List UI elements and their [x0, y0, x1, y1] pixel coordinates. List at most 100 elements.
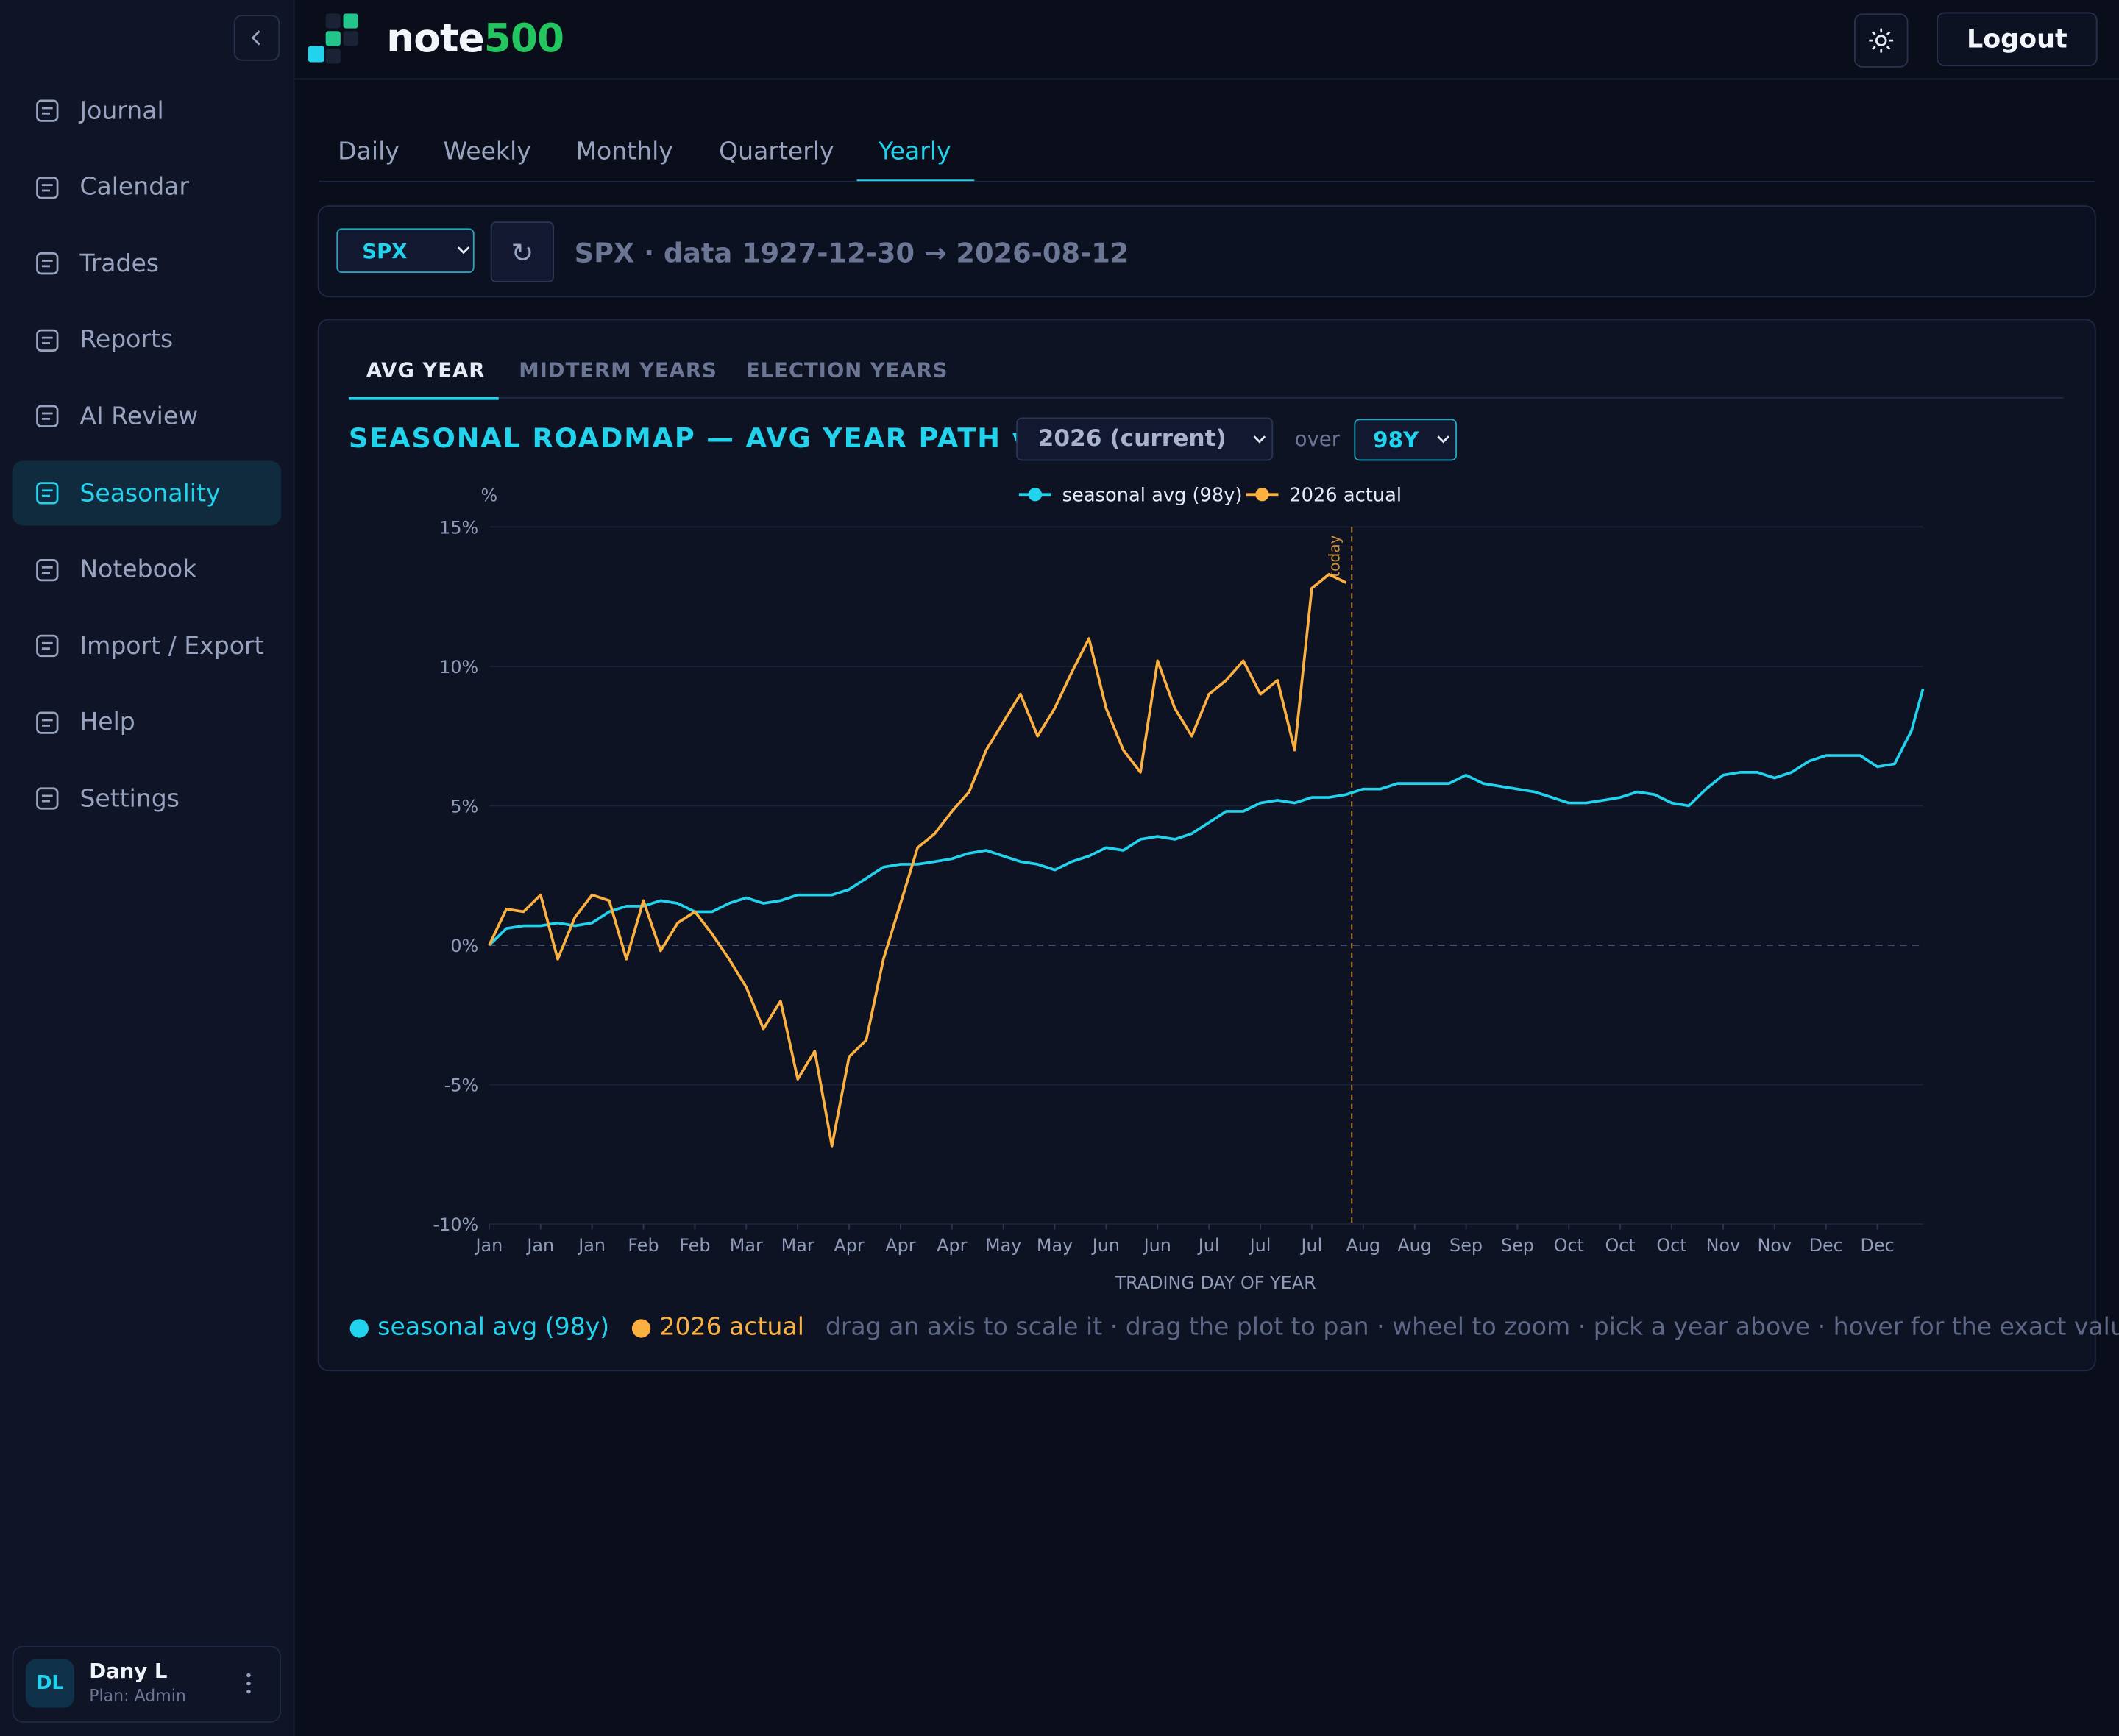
y-tick-label: -10%: [433, 1214, 479, 1235]
nav-icon: [36, 788, 59, 811]
menu-icon[interactable]: [244, 1671, 255, 1696]
nav-label: Import / Export: [79, 632, 264, 661]
nav-item[interactable]: Seasonality: [12, 460, 282, 526]
nav-label: AI Review: [79, 402, 199, 431]
nav-item[interactable]: AI Review: [13, 384, 282, 449]
year-select[interactable]: 2026 (current): [1016, 417, 1274, 461]
user-plan: Plan: Admin: [89, 1686, 186, 1705]
x-tick-label: Mar: [730, 1235, 763, 1256]
over-label: over: [1294, 427, 1341, 452]
subtab-indicator: [348, 396, 499, 400]
chart-tab[interactable]: ELECTION YEARS: [745, 357, 948, 383]
nav-label: Settings: [79, 784, 180, 814]
x-tick-label: Apr: [834, 1235, 864, 1256]
period-tab[interactable]: Daily: [338, 138, 400, 166]
nav-item[interactable]: Reports: [13, 307, 282, 372]
nav-label: Reports: [79, 326, 174, 355]
nav-icon: [36, 176, 59, 199]
x-axis-label: TRADING DAY OF YEAR: [1115, 1273, 1316, 1293]
nav-label: Journal: [79, 96, 164, 125]
nav-item[interactable]: Journal: [13, 79, 282, 143]
nav-item[interactable]: Import / Export: [13, 613, 282, 678]
nav-item[interactable]: Settings: [13, 766, 282, 831]
y-tick-label: 10%: [439, 657, 478, 677]
nav-icon: [36, 329, 59, 352]
nav-icon: [36, 711, 59, 734]
x-tick-label: Dec: [1809, 1235, 1843, 1256]
chart-tab[interactable]: AVG YEAR: [366, 357, 486, 383]
x-tick-label: Oct: [1605, 1235, 1636, 1256]
symbol-text: SPX: [362, 238, 408, 263]
subtabs-divider: [348, 396, 2064, 399]
year-text: 2026 (current): [1037, 425, 1227, 453]
chart-card: [317, 319, 2096, 1372]
nav-item[interactable]: Notebook: [13, 537, 282, 602]
legend-marker: [1028, 488, 1043, 502]
nav-icon: [36, 252, 59, 275]
x-tick-label: Jan: [525, 1235, 554, 1256]
span-select[interactable]: 98Y: [1354, 419, 1457, 461]
caret: [1437, 435, 1449, 444]
x-tick-label: Mar: [781, 1235, 814, 1256]
chart-tab[interactable]: MIDTERM YEARS: [519, 357, 717, 383]
y-axis-label: %: [481, 485, 498, 505]
y-tick-label: 0%: [450, 936, 478, 956]
x-tick-label: Nov: [1706, 1235, 1741, 1256]
x-tick-label: Jul: [1300, 1235, 1323, 1256]
x-tick-label: Sep: [1449, 1235, 1483, 1256]
legend-dot: ●: [348, 1313, 378, 1342]
symbol-select[interactable]: SPX: [336, 228, 475, 274]
x-tick-label: Oct: [1554, 1235, 1584, 1256]
period-tab[interactable]: Quarterly: [719, 138, 834, 166]
nav-item[interactable]: Trades: [13, 231, 282, 296]
nav-icon: [36, 558, 59, 581]
chart-title: SEASONAL ROADMAP — AVG YEAR PATH vs: [348, 421, 1048, 455]
x-tick-label: Jun: [1091, 1235, 1120, 1256]
period-tab[interactable]: Weekly: [443, 138, 531, 166]
footer-legend-label: seasonal avg (98y): [377, 1313, 610, 1342]
logo-icon: [308, 13, 358, 64]
hint: drag an axis to scale it · drag the plot…: [825, 1313, 2119, 1342]
nav-item[interactable]: Help: [13, 690, 282, 755]
period-tab[interactable]: Monthly: [575, 138, 673, 166]
nav-label: Trades: [79, 249, 160, 278]
user-name: Dany L: [89, 1659, 168, 1684]
x-tick-label: Jan: [577, 1235, 606, 1256]
nav-icon: [36, 635, 59, 658]
x-tick-label: May: [985, 1235, 1021, 1256]
toolbar: SPX ↻ SPX · data 1927-12-30 → 2026-08-12: [317, 205, 2096, 298]
x-tick-label: Feb: [628, 1235, 659, 1256]
legend-label: seasonal avg (98y): [1062, 484, 1243, 506]
logout-button[interactable]: Logout: [1937, 12, 2098, 66]
x-tick-label: Dec: [1860, 1235, 1894, 1256]
tabs-divider: [319, 181, 2095, 182]
legend-marker: [1255, 488, 1269, 502]
sun-icon: [1869, 28, 1894, 53]
x-tick-label: Jul: [1197, 1235, 1220, 1256]
logo-number: 500: [483, 15, 564, 61]
y-tick-label: -5%: [444, 1075, 478, 1096]
series-line: [488, 688, 1925, 947]
x-tick-label: Jun: [1143, 1235, 1171, 1256]
period-tab[interactable]: Yearly: [878, 138, 951, 166]
refresh-button[interactable]: ↻: [490, 221, 555, 282]
user-card[interactable]: DL Dany L Plan: Admin: [12, 1646, 282, 1723]
legend-dot: ●: [631, 1313, 660, 1342]
nav-item[interactable]: Calendar: [13, 154, 282, 219]
annotation-label: today: [1326, 535, 1344, 577]
x-tick-label: May: [1037, 1235, 1073, 1256]
nav-icon: [36, 99, 59, 122]
series-line: [488, 572, 1347, 1148]
logo-text: note: [386, 15, 484, 61]
x-tick-label: Feb: [679, 1235, 710, 1256]
theme-toggle[interactable]: [1853, 13, 1909, 68]
x-tick-label: Sep: [1501, 1235, 1534, 1256]
nav-label: Help: [79, 708, 135, 737]
collapse-button[interactable]: [233, 15, 280, 61]
nav-label: Notebook: [79, 555, 197, 584]
top-bar: note500 Logout: [294, 0, 2119, 80]
x-tick-label: Aug: [1397, 1235, 1432, 1256]
